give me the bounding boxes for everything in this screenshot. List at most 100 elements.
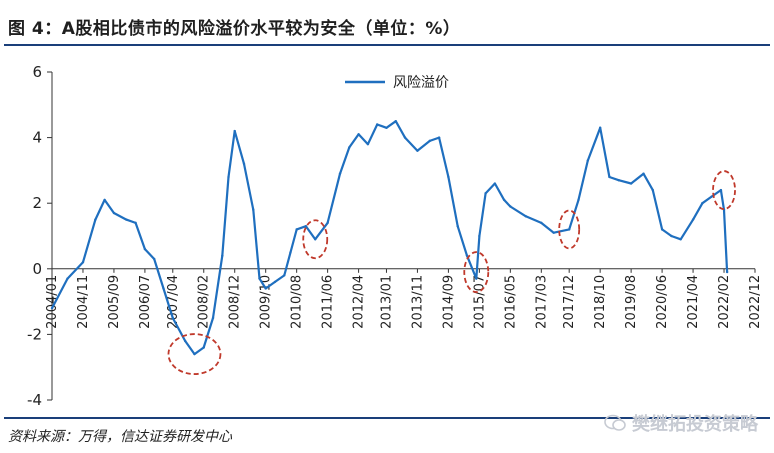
bottom-divider	[4, 417, 770, 419]
series-point	[112, 211, 116, 215]
series-point	[710, 195, 713, 198]
series-point	[478, 234, 481, 238]
series-point	[475, 277, 478, 280]
highlight-circle	[302, 219, 329, 260]
x-tick-label: 2007/04	[166, 275, 181, 329]
x-tick-label: 2009/10	[259, 275, 274, 329]
series-point	[484, 192, 487, 195]
x-tick-label: 2020/06	[655, 275, 670, 329]
series-point	[447, 175, 450, 179]
series-point	[366, 142, 370, 146]
chat-bubble-icon	[604, 414, 626, 431]
series-point	[577, 198, 580, 202]
series-point	[394, 120, 397, 123]
x-tick-label: 2004/01	[45, 275, 60, 329]
y-tick-label: 6	[32, 63, 42, 81]
chart-axes: -4 -2 0 2 4 6 2004/01 2004/11 2005/09 2006/07 2007…	[27, 63, 763, 409]
series-point	[357, 133, 360, 136]
series-point	[608, 175, 611, 179]
series-point	[465, 254, 469, 257]
x-tick-label: 2017/03	[534, 275, 549, 329]
line-chart: -4 -2 0 2 4 6 2004/01 2004/11 2005/09 2006/07 2007…	[27, 63, 763, 409]
series-point	[273, 280, 277, 284]
source-note: 资料来源：万得，信达证券研发中心	[8, 429, 232, 445]
series-point	[152, 257, 156, 261]
x-tick-label: 2006/07	[138, 275, 153, 329]
series-point	[283, 274, 286, 277]
series-point	[252, 208, 255, 211]
series-point	[264, 287, 267, 290]
top-divider	[4, 44, 770, 46]
legend-label: 风险溢价	[393, 75, 449, 91]
series-point	[701, 202, 704, 205]
series-point	[456, 224, 459, 228]
series-point	[183, 339, 187, 343]
series-point	[221, 254, 224, 257]
x-tick-label: 2016/05	[503, 275, 518, 329]
series-point	[143, 247, 147, 251]
legend: 风险溢价	[345, 75, 449, 91]
series-point	[567, 228, 571, 231]
figure-title: 图 4：A股相比债市的风险溢价水平较为安全（单位：%）	[8, 19, 461, 39]
series-point	[227, 175, 230, 179]
series-point	[103, 198, 106, 202]
series-point	[385, 126, 388, 129]
series-point	[540, 221, 543, 225]
x-tick-label: 2008/02	[197, 275, 212, 329]
series-point	[233, 129, 236, 133]
x-tick-label: 2013/01	[379, 275, 394, 329]
series-point	[403, 136, 407, 139]
series-point	[314, 238, 317, 241]
series-point	[428, 139, 432, 143]
highlight-circle	[463, 251, 490, 293]
series-point	[586, 159, 589, 162]
x-tick-label: 2018/10	[593, 275, 608, 329]
series-point	[617, 179, 620, 182]
series-point	[651, 188, 655, 192]
x-tick-label: 2021/04	[686, 275, 701, 329]
highlight-circle	[712, 170, 736, 210]
watermark: 樊继拓投资策略	[604, 410, 758, 436]
series-point	[552, 231, 555, 234]
series-point	[81, 261, 85, 264]
x-tick-label: 2012/04	[352, 275, 367, 329]
series-point	[660, 228, 664, 231]
x-tick-label: 2013/11	[410, 275, 425, 329]
series-point	[125, 218, 128, 221]
series-point	[725, 270, 729, 274]
y-tick-label: -2	[27, 325, 42, 343]
watermark-text: 樊继拓投资策略	[632, 414, 758, 435]
series-point	[670, 234, 673, 238]
series-point	[338, 172, 342, 175]
series-point	[719, 188, 723, 192]
x-tick-label: 2005/09	[107, 275, 122, 329]
x-tick-label: 2015/07	[472, 275, 487, 329]
series-point	[304, 224, 308, 228]
series-point	[375, 123, 379, 126]
series-point	[502, 198, 506, 202]
x-tick-label: 2014/09	[441, 275, 456, 329]
x-tick-label: 2010/08	[290, 275, 305, 329]
series-point	[289, 251, 292, 254]
series-point	[66, 277, 69, 280]
series-point	[162, 287, 165, 290]
series-point	[416, 149, 419, 152]
series-point	[134, 221, 137, 225]
x-tick-label: 2017/12	[562, 275, 577, 329]
series-point	[50, 306, 54, 310]
series-point	[348, 146, 351, 149]
series-point	[242, 162, 246, 166]
x-tick-label: 2022/02	[717, 275, 732, 329]
series-point	[642, 172, 645, 175]
series-point	[326, 221, 329, 225]
series-point	[493, 182, 497, 185]
series-point	[437, 136, 441, 139]
series-point	[258, 277, 261, 280]
series-point	[171, 316, 174, 320]
series-point	[211, 316, 215, 320]
annotation-layer	[167, 170, 736, 375]
series-point	[94, 218, 97, 221]
x-tick-label: 2022/12	[748, 275, 763, 329]
series-point	[509, 205, 512, 208]
x-tick-label: 2019/08	[624, 275, 639, 329]
